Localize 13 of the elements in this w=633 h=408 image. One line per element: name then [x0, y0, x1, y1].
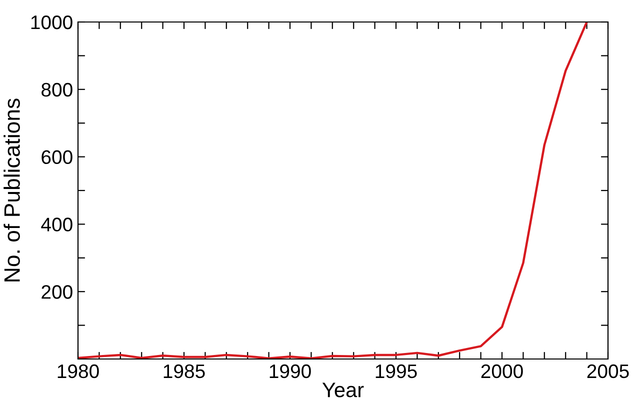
y-tick-label: 1000 — [31, 15, 72, 30]
y-tick-label: 400 — [41, 218, 72, 232]
x-tick-label: 2005 — [587, 364, 629, 378]
x-tick-label: 2000 — [481, 364, 523, 378]
x-tick-label: 1980 — [58, 364, 99, 378]
x-axis-title: Year — [322, 382, 364, 398]
y-axis-title: No. of Publications — [4, 98, 20, 282]
y-tick-label: 200 — [42, 285, 72, 299]
x-tick-label: 1990 — [270, 364, 311, 378]
y-tick-label: 600 — [42, 150, 72, 164]
x-tick-label: 1995 — [376, 364, 417, 378]
x-tick-label: 1985 — [164, 364, 205, 378]
y-tick-label: 800 — [42, 82, 72, 97]
